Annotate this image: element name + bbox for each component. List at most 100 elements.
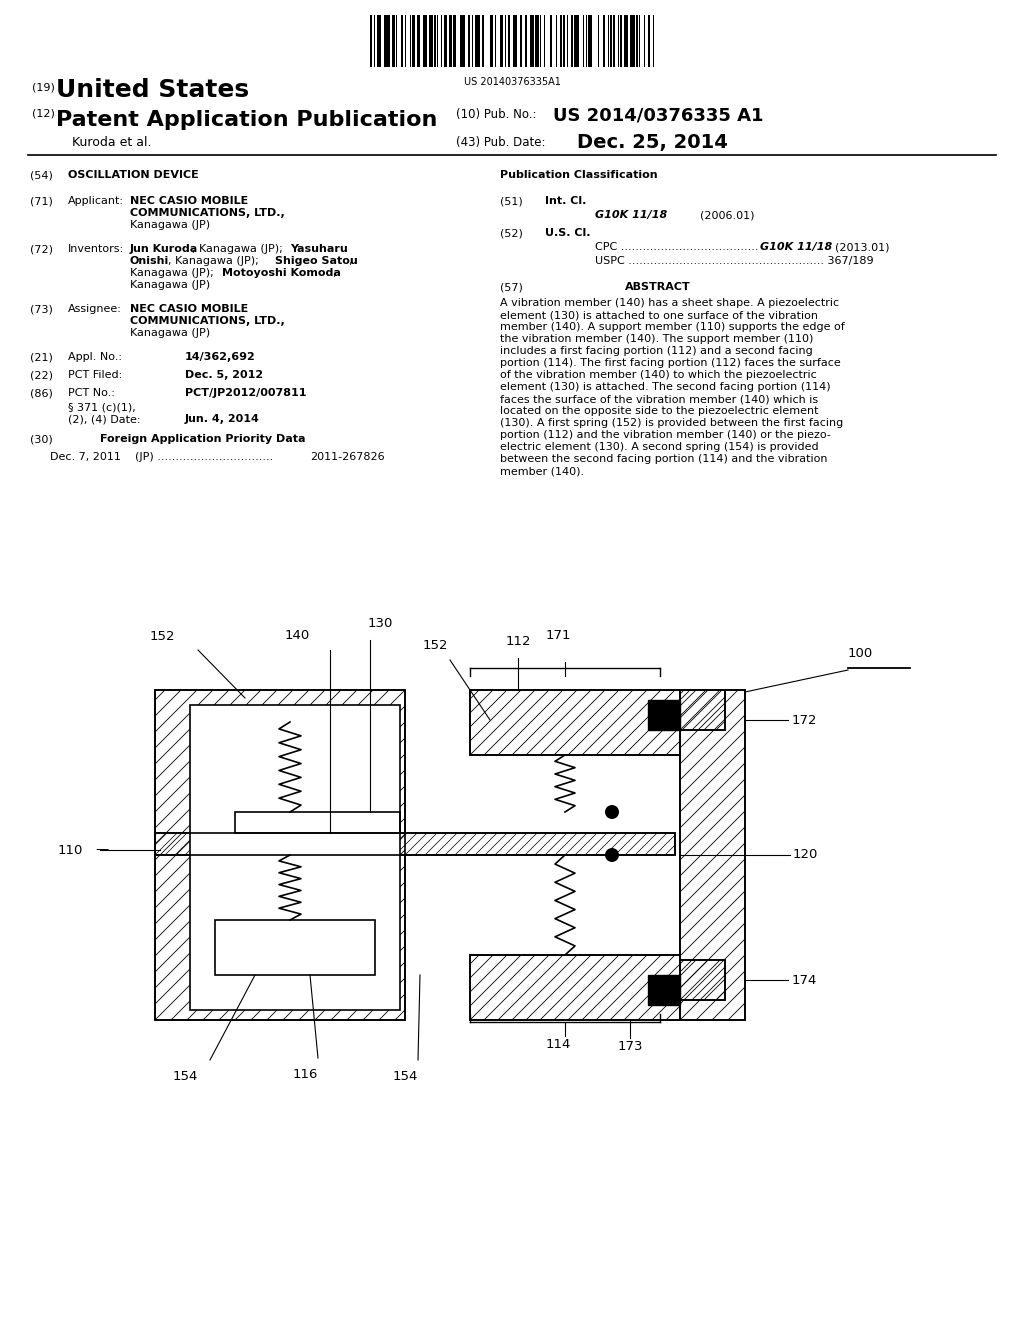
Text: OSCILLATION DEVICE: OSCILLATION DEVICE	[68, 170, 199, 180]
Text: A vibration member (140) has a sheet shape. A piezoelectric: A vibration member (140) has a sheet sha…	[500, 298, 839, 308]
Bar	[520, 15, 522, 67]
Text: Kanagawa (JP): Kanagawa (JP)	[130, 327, 210, 338]
Bar	[468, 15, 470, 67]
Bar	[470, 690, 680, 755]
Text: 152: 152	[150, 630, 175, 643]
Bar	[648, 975, 680, 1005]
Bar	[490, 15, 493, 67]
Text: Dec. 7, 2011: Dec. 7, 2011	[50, 451, 121, 462]
Text: (2006.01): (2006.01)	[700, 210, 755, 220]
Bar	[444, 15, 446, 67]
Bar	[648, 700, 680, 730]
Text: 172: 172	[792, 714, 817, 726]
Text: (10) Pub. No.:: (10) Pub. No.:	[456, 108, 537, 121]
Text: COMMUNICATIONS, LTD.,: COMMUNICATIONS, LTD.,	[130, 209, 285, 218]
Text: Dec. 5, 2012: Dec. 5, 2012	[185, 370, 263, 380]
Bar	[680, 960, 725, 1001]
Text: member (140). A support member (110) supports the edge of: member (140). A support member (110) sup…	[500, 322, 845, 333]
Bar	[603, 15, 605, 67]
Bar	[155, 833, 675, 855]
Text: NEC CASIO MOBILE: NEC CASIO MOBILE	[130, 304, 248, 314]
Text: 116: 116	[292, 1068, 317, 1081]
Bar	[470, 690, 680, 755]
Text: Yasuharu: Yasuharu	[290, 244, 348, 253]
Text: Appl. No.:: Appl. No.:	[68, 352, 122, 362]
Bar	[453, 15, 456, 67]
Text: NEC CASIO MOBILE: NEC CASIO MOBILE	[130, 195, 248, 206]
Bar	[637, 15, 638, 67]
Bar	[374, 15, 375, 67]
Bar	[563, 15, 564, 67]
Text: CPC ......................................: CPC ....................................…	[595, 242, 759, 252]
Text: (54): (54)	[30, 170, 53, 180]
Bar	[384, 15, 390, 67]
Text: portion (112) and the vibration member (140) or the piezo-: portion (112) and the vibration member (…	[500, 430, 830, 440]
Text: between the second facing portion (114) and the vibration: between the second facing portion (114) …	[500, 454, 827, 465]
Bar	[404, 15, 406, 67]
Text: Motoyoshi Komoda: Motoyoshi Komoda	[222, 268, 341, 279]
Bar	[639, 15, 640, 67]
Text: , Kanagawa (JP);: , Kanagawa (JP);	[193, 244, 283, 253]
Text: portion (114). The first facing portion (112) faces the surface: portion (114). The first facing portion …	[500, 358, 841, 368]
Text: ABSTRACT: ABSTRACT	[625, 282, 691, 292]
Text: Inventors:: Inventors:	[68, 244, 124, 253]
Text: Dec. 25, 2014: Dec. 25, 2014	[577, 133, 728, 152]
Bar	[472, 15, 473, 67]
Text: Jun Kuroda: Jun Kuroda	[130, 244, 199, 253]
Text: (2), (4) Date:: (2), (4) Date:	[68, 414, 140, 424]
Text: 154: 154	[392, 1071, 418, 1082]
Text: includes a first facing portion (112) and a second facing: includes a first facing portion (112) an…	[500, 346, 813, 356]
Text: (19): (19)	[32, 82, 55, 92]
Text: PCT/JP2012/007811: PCT/JP2012/007811	[185, 388, 306, 399]
Text: (71): (71)	[30, 195, 53, 206]
Text: G10K 11/18: G10K 11/18	[595, 210, 668, 220]
Bar	[680, 690, 745, 1020]
Bar	[556, 15, 557, 67]
Text: (JP) ................................: (JP) ................................	[135, 451, 273, 462]
Text: Assignee:: Assignee:	[68, 304, 122, 314]
Text: Kanagawa (JP);: Kanagawa (JP);	[130, 268, 214, 279]
Text: element (130) is attached to one surface of the vibration: element (130) is attached to one surface…	[500, 310, 818, 319]
Text: 154: 154	[172, 1071, 198, 1082]
Bar	[648, 975, 680, 1003]
Bar	[513, 15, 517, 67]
Text: of the vibration member (140) to which the piezoelectric: of the vibration member (140) to which t…	[500, 370, 817, 380]
Text: (52): (52)	[500, 228, 523, 238]
Text: USPC ...................................................... 367/189: USPC ...................................…	[595, 256, 873, 267]
Bar	[392, 15, 395, 67]
Text: PCT Filed:: PCT Filed:	[68, 370, 122, 380]
Bar	[505, 15, 506, 67]
Bar	[525, 15, 527, 67]
Text: U.S. Cl.: U.S. Cl.	[545, 228, 591, 238]
Text: the vibration member (140). The support member (110): the vibration member (140). The support …	[500, 334, 813, 345]
Text: Onishi: Onishi	[130, 256, 169, 267]
Text: (43) Pub. Date:: (43) Pub. Date:	[456, 136, 546, 149]
Text: COMMUNICATIONS, LTD.,: COMMUNICATIONS, LTD.,	[130, 315, 285, 326]
Text: G10K 11/18: G10K 11/18	[760, 242, 833, 252]
Bar	[617, 15, 620, 67]
Bar	[613, 15, 615, 67]
Text: (130). A first spring (152) is provided between the first facing: (130). A first spring (152) is provided …	[500, 418, 843, 428]
Text: 173: 173	[617, 1040, 643, 1053]
Text: Foreign Application Priority Data: Foreign Application Priority Data	[100, 434, 305, 444]
Text: 2011-267826: 2011-267826	[310, 451, 385, 462]
Bar	[680, 690, 725, 730]
Bar	[648, 700, 680, 729]
Text: (72): (72)	[30, 244, 53, 253]
Text: Int. Cl.: Int. Cl.	[545, 195, 587, 206]
Bar	[535, 15, 539, 67]
Circle shape	[605, 805, 618, 818]
Bar	[652, 15, 653, 67]
Text: electric element (130). A second spring (154) is provided: electric element (130). A second spring …	[500, 442, 818, 451]
Bar	[608, 15, 609, 67]
Text: located on the opposite side to the piezoelectric element: located on the opposite side to the piez…	[500, 407, 818, 416]
Text: 130: 130	[368, 616, 393, 630]
Bar	[155, 833, 675, 855]
Text: 140: 140	[285, 630, 310, 642]
Bar	[624, 15, 628, 67]
Bar	[680, 690, 745, 1020]
Bar	[470, 954, 680, 1020]
Bar	[583, 15, 585, 67]
Bar	[190, 705, 400, 1010]
Bar	[412, 15, 415, 67]
